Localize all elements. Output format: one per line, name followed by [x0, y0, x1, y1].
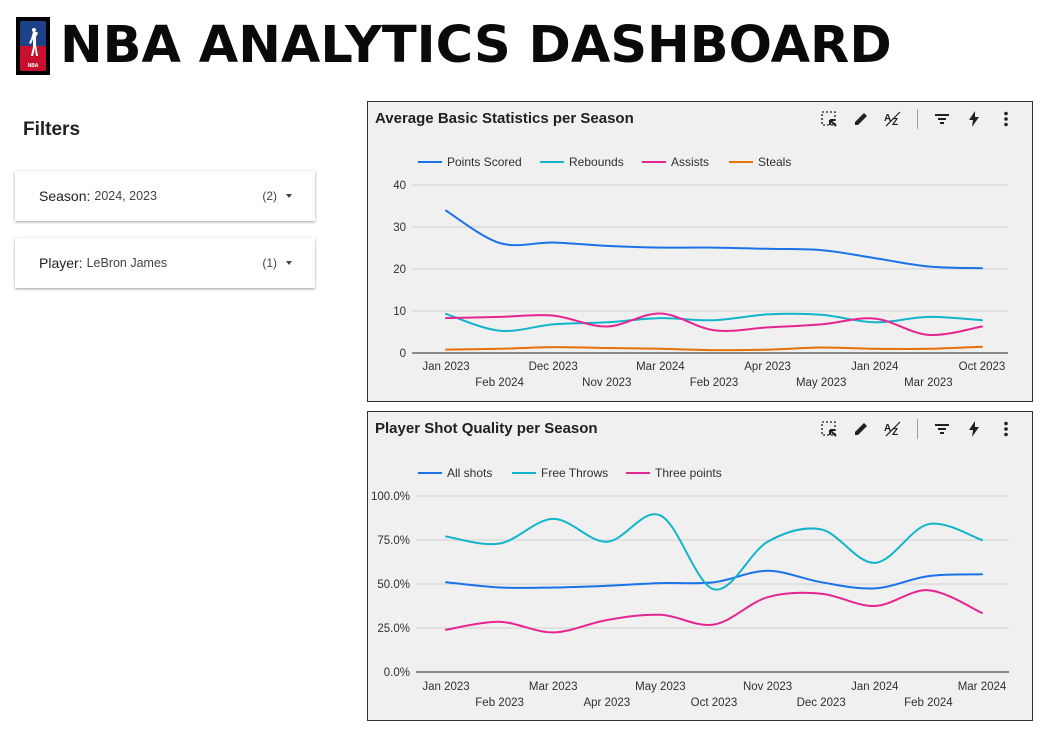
- x-tick-label: Mar 2023: [529, 681, 578, 693]
- svg-text:A: A: [884, 113, 891, 124]
- y-tick-label: 100.0%: [371, 491, 410, 503]
- series-line: [445, 345, 983, 352]
- filter-label: Player:: [39, 255, 83, 271]
- x-tick-label: Feb 2023: [475, 697, 524, 709]
- x-tick-label: Feb 2023: [690, 377, 739, 389]
- x-tick-label: Apr 2023: [583, 697, 630, 709]
- header: NBA NBA ANALYTICS DASHBOARD: [16, 14, 892, 78]
- y-tick-label: 0: [400, 348, 406, 360]
- toolbar-divider: [917, 419, 918, 439]
- x-tick-label: Nov 2023: [743, 681, 792, 693]
- toolbar-divider: [917, 109, 918, 129]
- x-tick-label: Mar 2024: [636, 361, 685, 373]
- legend-label: Points Scored: [447, 155, 522, 169]
- x-tick-label: Mar 2024: [958, 681, 1007, 693]
- y-tick-label: 0.0%: [384, 667, 410, 679]
- chart-title: Player Shot Quality per Season: [375, 420, 598, 437]
- dropdown-caret-icon[interactable]: [286, 194, 292, 198]
- series-line: [445, 312, 983, 333]
- legend-label: Assists: [671, 155, 709, 169]
- x-tick-label: Feb 2024: [904, 697, 953, 709]
- y-tick-label: 20: [393, 264, 406, 276]
- x-tick-label: Feb 2024: [475, 377, 524, 389]
- y-tick-label: 75.0%: [377, 535, 410, 547]
- legend-label: Free Throws: [541, 466, 608, 480]
- filter-value: 2024, 2023: [94, 189, 157, 203]
- nba-logo-icon: NBA: [16, 17, 50, 75]
- svg-text:Z: Z: [892, 117, 898, 128]
- y-tick-label: 25.0%: [377, 623, 410, 635]
- legend-label: Steals: [758, 155, 791, 169]
- x-tick-label: Apr 2023: [744, 361, 791, 373]
- x-tick-label: May 2023: [635, 681, 686, 693]
- more-vert-icon[interactable]: [994, 417, 1018, 441]
- basic-stats-chart-panel: 0 10 20 30 40 Jan 2023 Dec 2023 Mar 2024 Apr 202…: [367, 101, 1033, 402]
- y-tick-label: 10: [393, 306, 406, 318]
- filters-heading: Filters: [23, 119, 81, 140]
- series-line: [445, 513, 983, 591]
- series-line: [445, 569, 983, 590]
- filter-label: Season:: [39, 188, 91, 204]
- filter-count: (1): [262, 256, 277, 270]
- x-tick-label: Jan 2024: [851, 681, 899, 693]
- filter-count: (2): [262, 189, 277, 203]
- x-tick-label: Oct 2023: [691, 697, 738, 709]
- shot-quality-chart: 0.0% 25.0% 50.0% 75.0% 100.0% Jan 2023 Mar 202…: [371, 466, 1009, 709]
- more-vert-icon[interactable]: [994, 107, 1018, 131]
- filter-icon[interactable]: [930, 417, 954, 441]
- series-line: [445, 312, 983, 336]
- bolt-icon[interactable]: [962, 107, 986, 131]
- x-tick-label: Nov 2023: [582, 377, 631, 389]
- y-tick-label: 50.0%: [377, 579, 410, 591]
- legend-label: Three points: [655, 466, 722, 480]
- select-area-icon[interactable]: [817, 107, 841, 131]
- x-tick-label: Mar 2023: [904, 377, 953, 389]
- x-tick-label: Jan 2023: [422, 361, 469, 373]
- logo-text: NBA: [27, 63, 39, 69]
- svg-text:A: A: [884, 423, 891, 434]
- x-tick-label: May 2023: [796, 377, 847, 389]
- svg-text:Z: Z: [892, 427, 898, 438]
- series-line: [445, 589, 983, 634]
- x-tick-label: Jan 2024: [851, 361, 899, 373]
- chart-title: Average Basic Statistics per Season: [375, 110, 634, 127]
- season-filter[interactable]: Season: 2024, 2023 (2): [15, 171, 315, 221]
- x-tick-label: Dec 2023: [529, 361, 578, 373]
- player-filter[interactable]: Player: LeBron James (1): [15, 238, 315, 288]
- x-tick-label: Jan 2023: [422, 681, 469, 693]
- bolt-icon[interactable]: [962, 417, 986, 441]
- x-tick-label: Oct 2023: [959, 361, 1006, 373]
- y-tick-label: 30: [393, 222, 406, 234]
- select-area-icon[interactable]: [817, 417, 841, 441]
- x-tick-label: Dec 2023: [797, 697, 846, 709]
- edit-icon[interactable]: [849, 417, 873, 441]
- edit-icon[interactable]: [849, 107, 873, 131]
- legend-label: Rebounds: [569, 155, 624, 169]
- series-line: [445, 209, 983, 270]
- filter-icon[interactable]: [930, 107, 954, 131]
- y-tick-label: 40: [393, 180, 406, 192]
- basic-stats-chart: 0 10 20 30 40 Jan 2023 Dec 2023 Mar 2024 Apr 202…: [393, 155, 1008, 389]
- page-title: NBA ANALYTICS DASHBOARD: [60, 16, 892, 75]
- shot-quality-chart-panel: 0.0% 25.0% 50.0% 75.0% 100.0% Jan 2023 Mar 202…: [367, 411, 1033, 721]
- filter-value: LeBron James: [86, 256, 168, 270]
- dropdown-caret-icon[interactable]: [286, 261, 292, 265]
- legend-label: All shots: [447, 466, 492, 480]
